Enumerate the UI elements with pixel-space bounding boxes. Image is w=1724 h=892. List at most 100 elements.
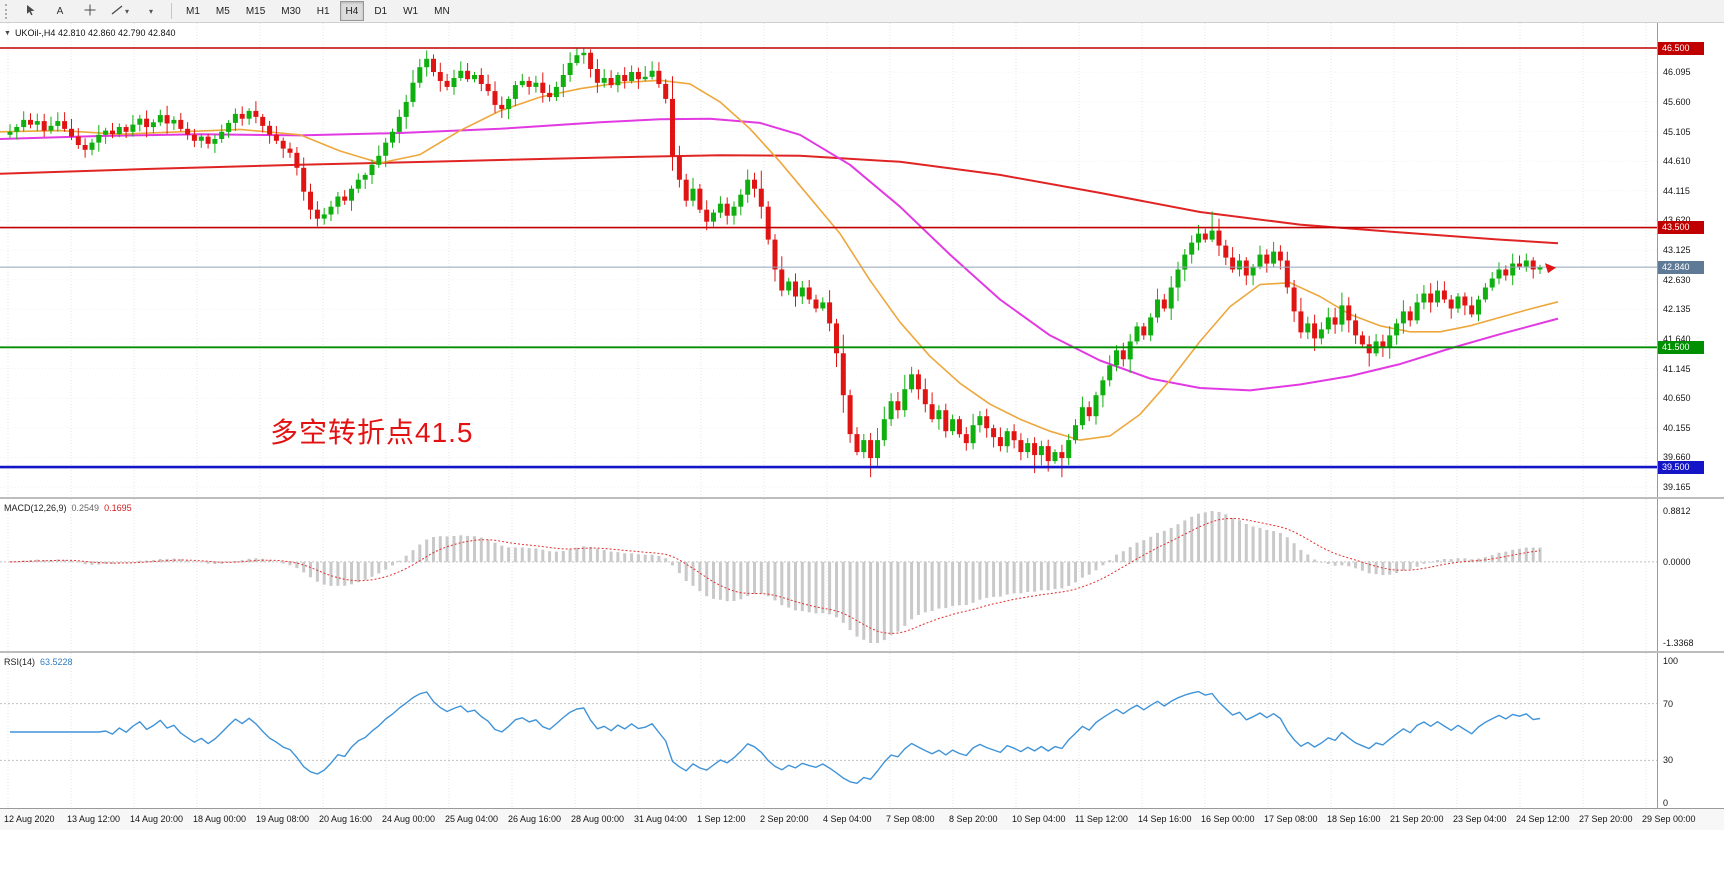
candlesticks [7,48,1543,478]
time-tick-label: 25 Aug 04:00 [445,814,499,824]
rsi-axis[interactable]: 100 70 30 0 [1657,653,1724,808]
price-tick-label: 40.155 [1663,422,1691,433]
time-tick-label: 17 Sep 08:00 [1264,814,1318,824]
main-chart-canvas[interactable] [0,23,1657,497]
pointer-tool-button[interactable] [16,1,44,22]
price-tick-label: 45.600 [1663,96,1691,107]
timeframe-button-m30[interactable]: M30 [281,5,301,17]
timeframe-button-d1[interactable]: D1 [374,5,388,17]
crosshair-tool-button[interactable] [76,1,104,22]
time-tick-label: 8 Sep 20:00 [949,814,998,824]
time-tick-label: 2 Sep 20:00 [760,814,809,824]
rsi-line [10,690,1541,784]
panel-splitter[interactable] [0,651,1724,653]
time-tick-label: 31 Aug 04:00 [634,814,688,824]
timeframe-button-mn[interactable]: MN [434,5,450,17]
rsi-value: 63.5228 [40,657,73,667]
time-tick-label: 27 Sep 20:00 [1579,814,1633,824]
macd-axis[interactable]: 0.8812 0.0000 -1.3368 [1657,499,1724,651]
chart-header-text: UKOil-,H4 42.810 42.860 42.790 42.840 [14,28,176,38]
time-tick-label: 19 Aug 08:00 [256,814,310,824]
rsi-axis-label: 70 [1663,698,1674,709]
trendline-icon [111,4,123,19]
toolbar-separator [171,3,172,19]
rsi-axis-label: 0 [1663,798,1669,808]
price-tick-label: 44.115 [1663,185,1690,196]
price-tick-label: 39.660 [1663,452,1691,463]
time-tick-label: 21 Sep 20:00 [1390,814,1444,824]
macd-canvas[interactable] [0,499,1657,651]
price-cursor-arrow [1545,263,1556,274]
chevron-down-icon: ▾ [148,6,153,16]
price-tick-label: 43.125 [1663,245,1691,256]
time-tick-label: 12 Aug 2020 [4,814,55,824]
time-tick-label: 11 Sep 12:00 [1075,814,1128,824]
timeframe-button-h1[interactable]: H1 [316,5,330,17]
rsi-label: RSI(14) 63.5228 [4,657,73,667]
time-tick-label: 24 Aug 00:00 [382,814,436,824]
price-tick-label: 42.135 [1663,304,1691,315]
pointer-icon [25,4,36,19]
macd-histogram [8,511,1542,643]
macd-name: MACD(12,26,9) [4,503,67,513]
grid [0,653,1657,808]
time-tick-label: 26 Aug 16:00 [508,814,562,824]
time-axis[interactable]: 12 Aug 2020 13 Aug 12:00 14 Aug 20:00 18 Au… [0,808,1724,830]
price-tick-label: 41.145 [1663,363,1691,374]
ma-medium-line [0,117,1559,392]
price-level-badge: 43.500 [1658,221,1704,235]
toolbar-drag-handle[interactable] [5,3,10,19]
price-tick-label: 39.165 [1663,482,1691,493]
time-tick-label: 16 Sep 00:00 [1201,814,1255,824]
price-level-badge: 46.500 [1658,41,1704,55]
time-tick-label: 10 Sep 04:00 [1012,814,1066,824]
main-chart-panel: ▼ UKOil-,H4 42.810 42.860 42.790 42.840 … [0,23,1724,497]
price-tick-label: 42.630 [1663,274,1691,285]
timeframe-button-m5[interactable]: M5 [215,5,230,17]
time-tick-label: 1 Sep 12:00 [697,814,746,824]
timeframe-button-w1[interactable]: W1 [403,5,419,17]
one-click-trading-toggle[interactable]: ▼ [4,29,11,37]
indicators-dropdown-button[interactable]: ▾ [136,1,164,22]
panel-splitter[interactable] [0,497,1724,499]
price-tick-label: 43.620 [1663,215,1691,225]
time-tick-label: 4 Sep 04:00 [823,814,872,824]
time-tick-label: 14 Aug 20:00 [130,814,184,824]
text-tool-button[interactable]: A [46,1,74,22]
rsi-name: RSI(14) [4,657,36,667]
chart-annotation-text: 多空转折点41.5 [270,417,474,448]
rsi-axis-label: 100 [1663,656,1679,666]
time-tick-label: 20 Aug 16:00 [319,814,373,824]
price-tick-label: 44.610 [1663,156,1691,167]
price-level-badge: 41.500 [1658,340,1704,354]
window-bottom-space [0,830,1724,892]
price-level-badge: 39.500 [1658,460,1704,474]
price-tick-label: 41.640 [1663,333,1691,344]
macd-axis-label: 0.8812 [1663,506,1691,516]
horizontal-level-lines [0,47,1657,469]
grid [0,23,1657,497]
rsi-panel: RSI(14) 63.5228 100 70 30 0 [0,653,1724,808]
rsi-canvas[interactable] [0,653,1657,808]
macd-value: 0.2549 [71,503,100,513]
objects-dropdown-button[interactable]: ▾ [106,1,134,22]
price-axis[interactable]: 46.095 45.600 45.105 44.610 44.115 43.620 43.1… [1657,23,1724,497]
time-tick-label: 13 Aug 12:00 [67,814,121,824]
macd-axis-label: 0.0000 [1663,556,1691,567]
price-tick-label: 45.105 [1663,126,1691,137]
macd-axis-label: -1.3368 [1663,638,1694,648]
time-tick-label: 23 Sep 04:00 [1453,814,1507,824]
time-tick-label: 18 Sep 16:00 [1327,814,1381,824]
time-tick-label: 24 Sep 12:00 [1516,814,1570,824]
timeframe-button-m15[interactable]: M15 [245,5,266,17]
price-tick-label: 46.095 [1663,67,1691,78]
current-price-badge: 42.840 [1658,260,1704,274]
timeframe-button-h4[interactable]: H4 [339,1,365,21]
timeframe-button-m1[interactable]: M1 [186,5,200,17]
time-tick-label: 18 Aug 00:00 [193,814,247,824]
macd-signal-value: 0.1695 [104,503,132,513]
rsi-axis-label: 30 [1663,755,1674,766]
time-tick-label: 7 Sep 08:00 [886,814,935,824]
time-tick-label: 29 Sep 00:00 [1642,814,1696,824]
